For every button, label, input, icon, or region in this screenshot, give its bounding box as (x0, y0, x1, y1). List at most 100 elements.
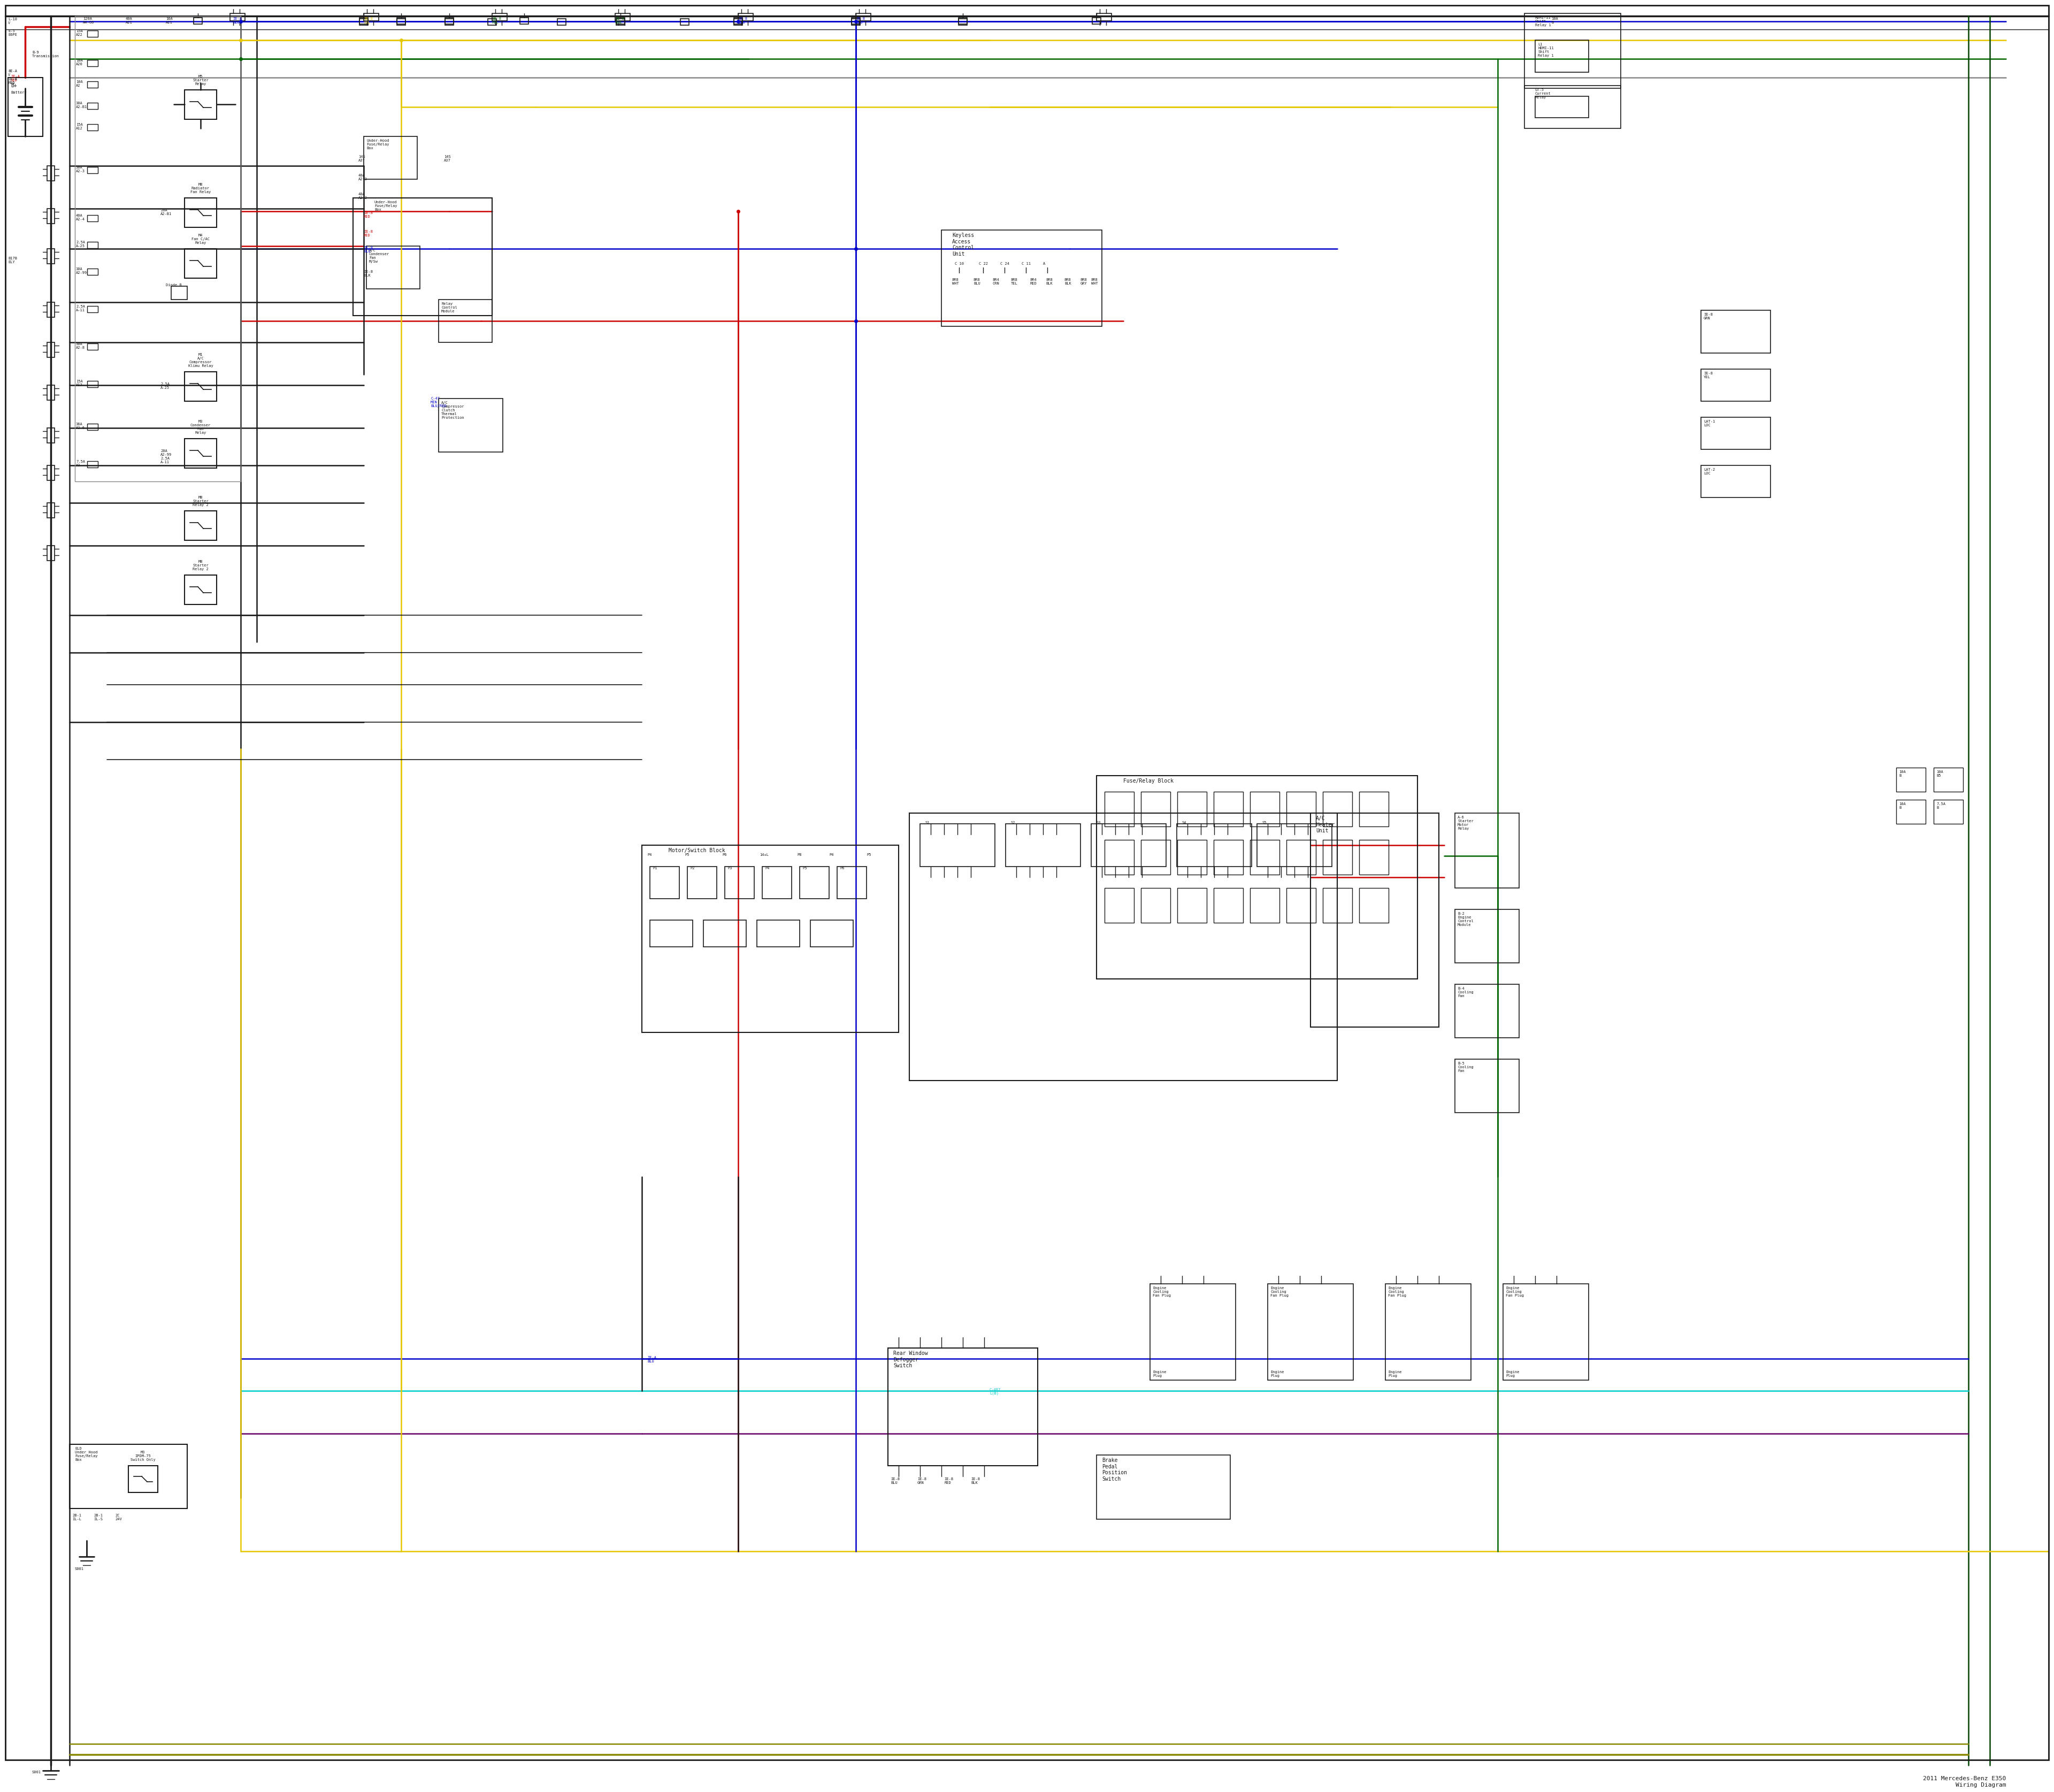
Text: IE-8
GRN: IE-8 GRN (1703, 314, 1713, 321)
Bar (616, 18, 624, 25)
Text: IE-8
BLK: IE-8 BLK (364, 271, 374, 278)
Bar (852, 18, 861, 25)
Bar (1150, 1283, 1237, 1380)
Text: S001: S001 (33, 1770, 41, 1774)
Text: Rear Window
Defogger
Switch: Rear Window Defogger Switch (893, 1351, 928, 1369)
Bar (1384, 1283, 1471, 1380)
Text: B-9
Transmission: B-9 Transmission (33, 50, 60, 57)
Bar (364, 13, 378, 22)
Text: Motor/Switch Block: Motor/Switch Block (670, 848, 725, 853)
Text: Engine
Cooling
Fan Plug: Engine Cooling Fan Plug (1389, 1287, 1407, 1297)
Text: 15A
A22: 15A A22 (76, 29, 82, 36)
Bar (1140, 792, 1171, 826)
Text: C 11: C 11 (1021, 262, 1031, 265)
Bar (811, 919, 852, 946)
Bar (702, 919, 746, 946)
Text: E-5
E6PE: E-5 E6PE (8, 29, 16, 36)
Text: 14S
A37: 14S A37 (357, 156, 366, 161)
Bar (47, 342, 55, 357)
Text: C 10: C 10 (955, 262, 963, 265)
Bar (86, 81, 99, 88)
Text: IE-8
RED: IE-8 RED (364, 229, 374, 237)
Bar (649, 919, 692, 946)
Bar (1701, 466, 1771, 498)
Bar (1524, 86, 1621, 129)
Text: 36A
A2-6: 36A A2-6 (76, 423, 84, 430)
Text: M8
Starter
Relay 2: M8 Starter Relay 2 (193, 496, 210, 507)
Text: 30A
A2-B1: 30A A2-B1 (76, 102, 88, 109)
Text: 2B-1
IL-L: 2B-1 IL-L (72, 1514, 82, 1521)
Text: B-5
Cooling
Fan: B-5 Cooling Fan (1458, 1063, 1473, 1073)
Bar (47, 249, 55, 263)
Bar (86, 306, 99, 312)
Bar (733, 18, 741, 25)
Bar (1105, 889, 1134, 923)
Text: LAT-1
LOC: LAT-1 LOC (1703, 419, 1715, 426)
Bar (493, 13, 507, 22)
Bar (1097, 1455, 1230, 1520)
Text: P4: P4 (764, 867, 770, 869)
Bar (1454, 909, 1520, 962)
Text: IE-8
BLU: IE-8 BLU (737, 18, 748, 23)
Text: Battery: Battery (10, 91, 27, 95)
Text: M4
Fan C/AC
Relay: M4 Fan C/AC Relay (191, 233, 210, 244)
Bar (1933, 799, 1964, 824)
Text: Engine
Cooling
Fan Plug: Engine Cooling Fan Plug (1269, 1287, 1288, 1297)
Text: 8R8
BLK: 8R8 BLK (1045, 278, 1052, 285)
Text: P6: P6 (840, 867, 844, 869)
Text: P5: P5 (684, 853, 690, 857)
Bar (86, 344, 99, 349)
Bar (1286, 840, 1317, 874)
Text: Engine
Cooling
Fan Plug: Engine Cooling Fan Plug (1152, 1287, 1171, 1297)
Bar (1896, 767, 1927, 792)
Bar (941, 229, 1101, 326)
Text: S001: S001 (74, 1568, 84, 1570)
Bar (86, 215, 99, 222)
Bar (910, 814, 1337, 1081)
Bar (887, 1348, 1037, 1466)
Text: Fuse/Relay Block: Fuse/Relay Block (1124, 778, 1173, 783)
Bar (762, 867, 791, 898)
Bar (852, 18, 861, 23)
Text: S2: S2 (1011, 821, 1015, 824)
Bar (86, 102, 99, 109)
Bar (1524, 13, 1621, 88)
Text: 40A
A2-3: 40A A2-3 (357, 192, 368, 199)
Bar (1097, 13, 1111, 22)
Text: 2.5A
A-25: 2.5A A-25 (160, 382, 170, 389)
Text: M5
Starter
Relay: M5 Starter Relay (193, 75, 210, 86)
Text: 30A
A2-99: 30A A2-99 (76, 267, 88, 274)
Text: 14S
A37: 14S A37 (444, 156, 450, 161)
Bar (1105, 792, 1134, 826)
Bar (1701, 310, 1771, 353)
Bar (641, 846, 900, 1032)
Bar (489, 18, 497, 25)
Text: 10A
B: 10A B (1551, 18, 1559, 23)
Text: 2011 Mercedes-Benz E350
Wiring Diagram: 2011 Mercedes-Benz E350 Wiring Diagram (1923, 1776, 2007, 1787)
Bar (8, 77, 43, 136)
Bar (959, 18, 967, 23)
Text: IE-8
YEL: IE-8 YEL (364, 18, 374, 23)
Bar (193, 18, 201, 23)
Text: Engine
Plug: Engine Plug (1152, 1371, 1167, 1378)
Bar (1251, 840, 1280, 874)
Text: 40A
A2-3: 40A A2-3 (357, 174, 368, 181)
Bar (737, 13, 754, 22)
Text: 30A
A2-8: 30A A2-8 (76, 342, 84, 349)
Text: A: A (1043, 262, 1045, 265)
Text: Brake
Pedal
Position
Switch: Brake Pedal Position Switch (1101, 1457, 1128, 1482)
Text: Engine
Plug: Engine Plug (1269, 1371, 1284, 1378)
Text: IE-8
REL: IE-8 REL (493, 18, 501, 23)
Text: 2B-1
IL-S: 2B-1 IL-S (94, 1514, 103, 1521)
Text: 8R8
WHT: 8R8 WHT (1091, 278, 1099, 285)
Text: S1: S1 (926, 821, 930, 824)
Text: Diode B: Diode B (166, 283, 181, 287)
Text: Keyless
Access
Control
Unit: Keyless Access Control Unit (953, 233, 974, 256)
Text: IE-8
YEL: IE-8 YEL (1703, 371, 1713, 378)
Text: Under-Hood
Fuse/Relay
Box: Under-Hood Fuse/Relay Box (366, 140, 388, 151)
Text: 20A
A2-99
2.5A
A-11: 20A A2-99 2.5A A-11 (160, 450, 173, 464)
Bar (86, 461, 99, 468)
Bar (86, 30, 99, 38)
Text: B17B
ELY: B17B ELY (8, 256, 16, 263)
Bar (47, 167, 55, 181)
